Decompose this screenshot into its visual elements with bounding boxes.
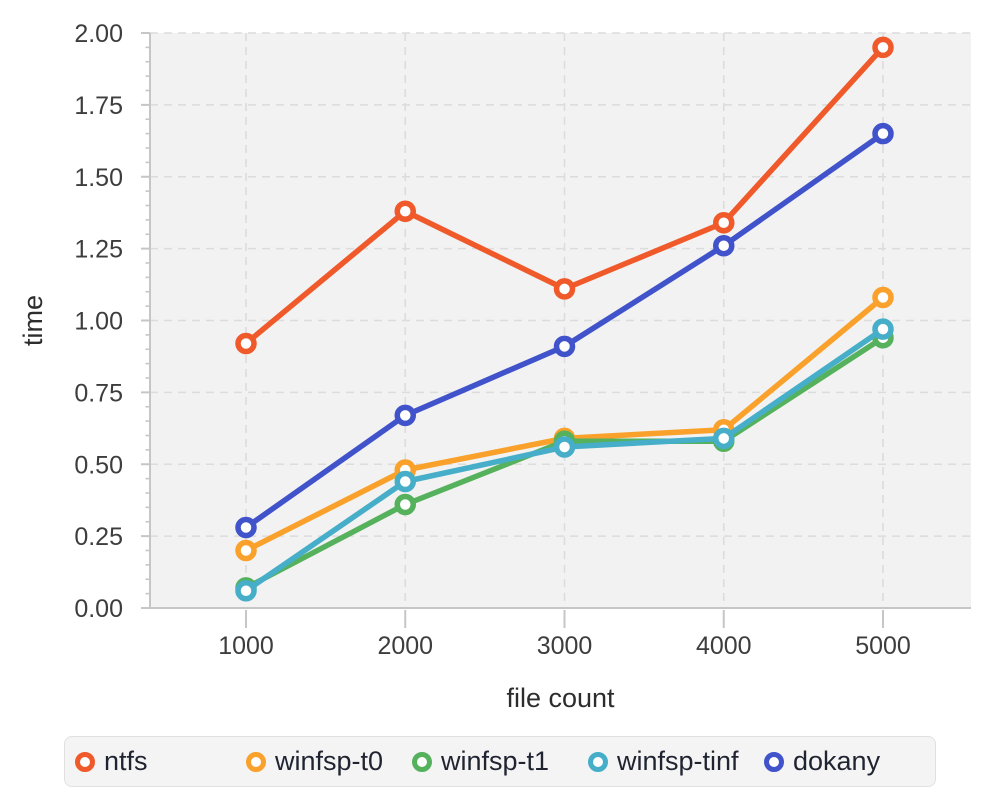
y-tick-label: 1.75	[74, 92, 123, 120]
x-tick-label: 3000	[537, 632, 593, 660]
legend-marker-winfsp-tinf-icon	[588, 751, 608, 772]
legend: ntfs winfsp-t0 winfsp-t1 winfsp-tinf dok…	[64, 736, 936, 787]
series-marker-winfsp-t0	[872, 286, 894, 309]
x-tick-label: 2000	[377, 632, 433, 660]
y-tick-label: 2.00	[74, 20, 123, 48]
series-marker-winfsp-t0	[235, 539, 257, 562]
series-marker-ntfs	[553, 278, 576, 300]
legend-item-ntfs[interactable]: ntfs	[75, 737, 148, 786]
line-chart: 0.00 0.25 0.50 0.75 1.00 1.25 1.50 1.75 2.00 1000…	[18, 20, 971, 713]
legend-item-winfsp-t1[interactable]: winfsp-t1	[412, 737, 549, 786]
series-marker-dokany	[394, 404, 416, 427]
y-tick-label: 0.75	[74, 379, 123, 407]
legend-marker-winfsp-t1-icon	[412, 751, 432, 772]
series-marker-ntfs	[394, 200, 416, 222]
series-marker-dokany	[713, 235, 735, 257]
y-tick-label: 1.00	[74, 308, 123, 336]
x-axis-title: file count	[506, 683, 615, 713]
x-tick-label: 5000	[855, 632, 911, 660]
legend-label: winfsp-t0	[275, 746, 384, 776]
legend-item-dokany[interactable]: dokany	[764, 737, 880, 786]
series-marker-winfsp-tinf	[872, 318, 894, 340]
series-marker-dokany	[235, 516, 257, 539]
x-tick-label: 4000	[696, 632, 752, 660]
series-marker-ntfs	[713, 212, 735, 234]
y-tick-label: 0.25	[74, 523, 123, 551]
y-tick-label: 1.50	[74, 164, 123, 192]
series-marker-winfsp-tinf	[235, 580, 257, 602]
series-marker-winfsp-t1	[394, 493, 416, 516]
series-marker-winfsp-tinf	[394, 470, 416, 493]
legend-item-winfsp-tinf[interactable]: winfsp-tinf	[588, 737, 739, 786]
y-tick-label: 0.00	[74, 595, 123, 623]
legend-marker-ntfs-icon	[75, 751, 95, 772]
series-marker-winfsp-tinf	[713, 427, 735, 450]
legend-item-winfsp-t0[interactable]: winfsp-t0	[246, 737, 383, 786]
y-tick-label: 0.50	[74, 451, 123, 479]
series-marker-ntfs	[872, 36, 894, 59]
series-marker-dokany	[872, 122, 894, 145]
legend-label: dokany	[793, 746, 881, 776]
legend-marker-dokany-icon	[764, 751, 784, 772]
legend-label: winfsp-tinf	[617, 746, 739, 776]
legend-label: winfsp-t1	[441, 746, 550, 776]
y-tick-label: 1.25	[74, 236, 123, 264]
series-marker-ntfs	[235, 332, 257, 355]
legend-label: ntfs	[104, 746, 148, 776]
series-marker-dokany	[553, 335, 576, 358]
legend-marker-winfsp-t0-icon	[246, 751, 266, 772]
series-marker-winfsp-tinf	[553, 436, 576, 458]
y-axis-title: time	[18, 295, 48, 346]
x-tick-label: 1000	[218, 632, 274, 660]
